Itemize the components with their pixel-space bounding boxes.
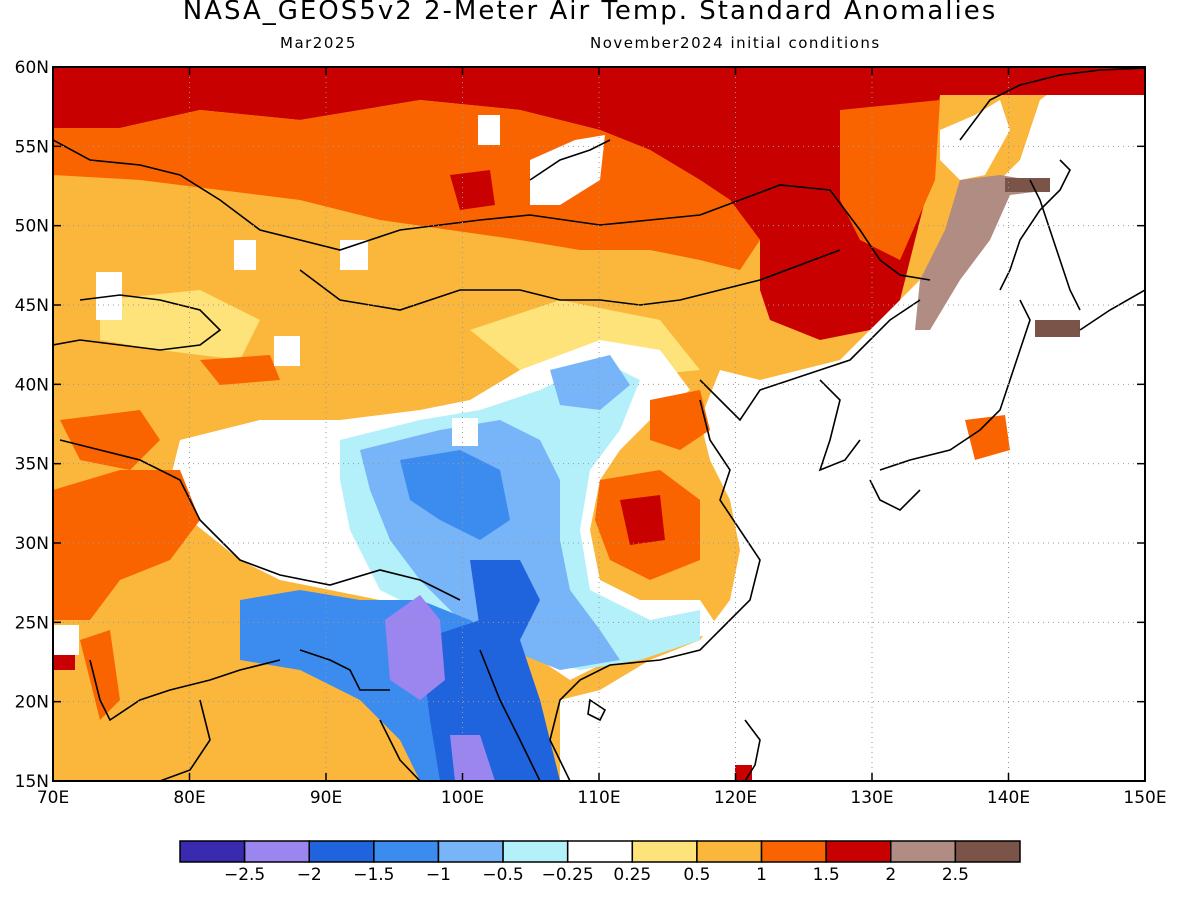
chart-title: NASA_GEOS5v2 2-Meter Air Temp. Standard …	[182, 0, 998, 26]
lon-tick-label: 130E	[850, 788, 893, 808]
lat-tick-label: 45N	[15, 296, 49, 316]
lon-tick-label: 120E	[714, 788, 757, 808]
colorbar-label: −0.5	[482, 865, 523, 885]
gridlines	[53, 67, 1145, 781]
colorbar-swatch	[954, 840, 1021, 863]
colorbar-swatch	[308, 840, 375, 863]
lat-tick-label: 55N	[15, 137, 49, 157]
colorbar-swatch	[696, 840, 763, 863]
colorbar-swatch	[760, 840, 827, 863]
lon-tick-label: 70E	[37, 788, 69, 808]
colorbar-label: 1	[756, 865, 767, 885]
lat-tick-label: 40N	[15, 375, 49, 395]
lon-tick-label: 80E	[173, 788, 205, 808]
lat-tick-label: 15N	[15, 772, 49, 792]
colorbar-label: −0.25	[542, 865, 594, 885]
coastlines	[53, 67, 1145, 781]
lon-tick-label: 140E	[987, 788, 1030, 808]
colorbar-label: 0.25	[613, 865, 651, 885]
colorbar-swatch	[825, 840, 892, 863]
colorbar-swatch	[373, 840, 440, 863]
colorbar-swatch	[502, 840, 569, 863]
lat-tick-label: 25N	[15, 613, 49, 633]
colorbar-swatch	[566, 840, 634, 863]
lat-tick-label: 50N	[15, 217, 49, 237]
lon-tick-label: 110E	[577, 788, 620, 808]
init-conditions-label: November2024 initial conditions	[590, 34, 881, 52]
colorbar-swatch	[437, 840, 504, 863]
lon-tick-label: 100E	[441, 788, 484, 808]
colorbar-label: −1	[426, 865, 451, 885]
colorbar-swatch	[890, 840, 957, 863]
colorbar-label: −2	[297, 865, 322, 885]
anomaly-field	[53, 67, 1145, 781]
colorbar-label: −1.5	[353, 865, 394, 885]
colorbar-label: 0.5	[683, 865, 710, 885]
lon-tick-label: 90E	[310, 788, 342, 808]
lat-tick-label: 30N	[15, 534, 49, 554]
colorbar-label: 1.5	[813, 865, 840, 885]
lat-tick-label: 60N	[15, 58, 49, 78]
valid-month-label: Mar2025	[280, 34, 357, 52]
lat-tick-label: 35N	[15, 455, 49, 475]
colorbar-label: 2.5	[942, 865, 969, 885]
axis-ticks: 70E 80E 90E 100E 110E 120E 130E 140E 150E 15N 20N 2…	[15, 58, 1167, 808]
colorbar-swatch	[243, 840, 310, 863]
colorbar: −2.5 −2 −1.5 −1 −0.5 −0.25 0.25 0.5 1 1.5 2 2.5	[179, 840, 1021, 885]
colorbar-swatch	[179, 840, 246, 863]
lat-tick-label: 20N	[15, 693, 49, 713]
colorbar-swatch	[631, 840, 698, 863]
lon-tick-label: 150E	[1123, 788, 1166, 808]
colorbar-label: 2	[885, 865, 896, 885]
colorbar-label: −2.5	[224, 865, 265, 885]
